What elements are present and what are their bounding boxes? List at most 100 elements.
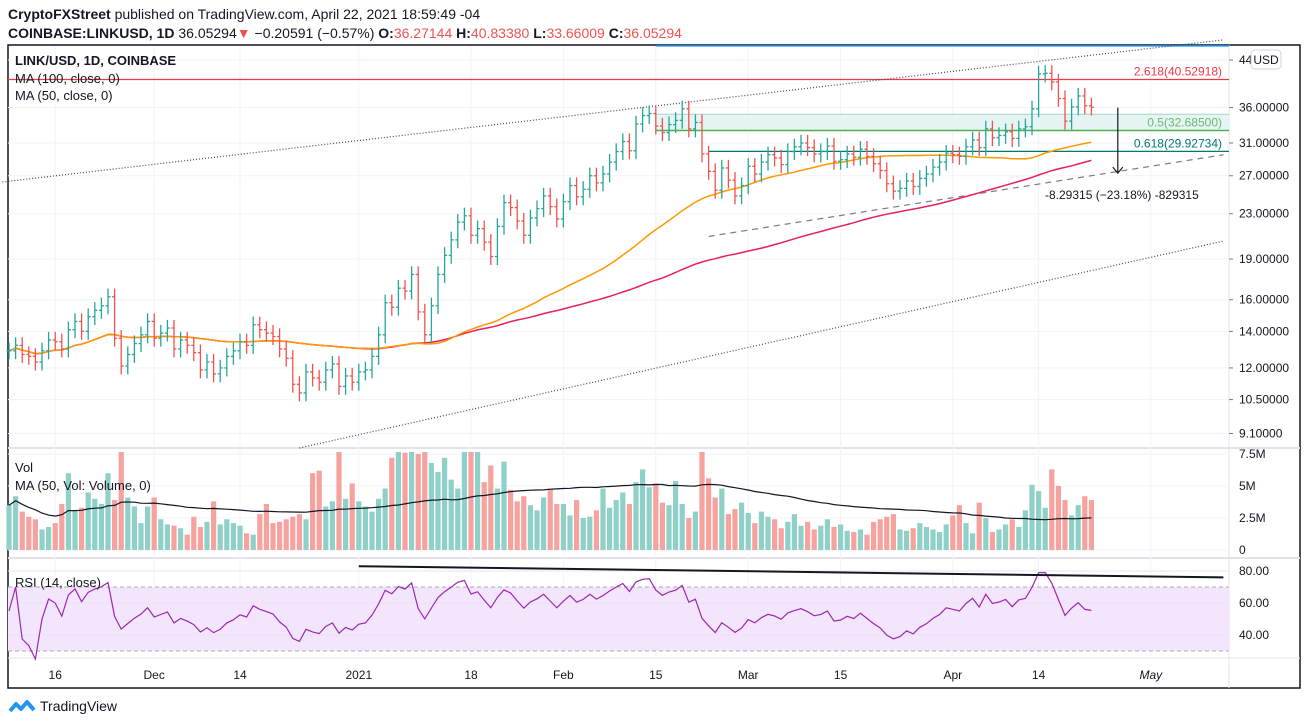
y-tick-label: 44 bbox=[1239, 53, 1253, 67]
fib-2618-label: 2.618(40.52918) bbox=[1134, 64, 1222, 78]
ohlc-bar bbox=[785, 143, 791, 174]
ohlc-bar bbox=[613, 143, 619, 171]
ohlc-bar bbox=[587, 167, 593, 198]
volume-bar bbox=[560, 503, 566, 550]
legend-rsi[interactable]: RSI (14, close) bbox=[15, 575, 101, 590]
ohlc-bar bbox=[79, 313, 85, 340]
down-triangle-icon: ▼ bbox=[236, 25, 251, 41]
ohlc-bar bbox=[151, 313, 157, 347]
volume-bar bbox=[435, 471, 441, 550]
tradingview-logo[interactable]: TradingView bbox=[8, 698, 117, 714]
ohlc-bar bbox=[415, 266, 421, 321]
ohlc-bar bbox=[257, 316, 263, 339]
volume-bar bbox=[1088, 500, 1094, 550]
ohlc-bar bbox=[791, 138, 797, 161]
ohlc-bar bbox=[164, 319, 170, 342]
ohlc-bar bbox=[369, 348, 375, 379]
rsi-band bbox=[8, 587, 1229, 651]
volume-bar bbox=[428, 462, 434, 550]
legend-vol-ma[interactable]: MA (50, Vol: Volume, 0) bbox=[15, 478, 151, 493]
high-value: 40.83380 bbox=[470, 25, 530, 41]
volume-bar bbox=[65, 473, 71, 550]
volume-bar bbox=[534, 510, 540, 550]
volume-bar bbox=[184, 534, 190, 550]
volume-bar bbox=[118, 452, 124, 550]
legend-ma50[interactable]: MA (50, close, 0) bbox=[15, 88, 113, 103]
ohlc-bar bbox=[607, 153, 613, 183]
volume-bar bbox=[1062, 500, 1068, 550]
ohlc-bar bbox=[362, 361, 368, 381]
volume-bar bbox=[1075, 505, 1081, 550]
volume-bar bbox=[376, 498, 382, 550]
arrow-down-icon bbox=[1112, 166, 1124, 175]
volume-bar bbox=[283, 519, 289, 550]
volume-bar bbox=[950, 515, 956, 550]
volume-bar bbox=[732, 509, 738, 550]
y-tick-label: 27.00000 bbox=[1239, 169, 1289, 183]
symbol: COINBASE:LINKUSD, 1D bbox=[8, 25, 175, 41]
volume-bar bbox=[884, 516, 890, 550]
ohlc-bar bbox=[1062, 90, 1068, 130]
ohlc-bar bbox=[554, 198, 560, 228]
x-tick-label: 18 bbox=[464, 668, 478, 682]
ohlc-bar bbox=[283, 340, 289, 367]
volume-bar bbox=[838, 524, 844, 550]
ohlc-bar bbox=[395, 280, 401, 316]
volume-bar bbox=[930, 529, 936, 550]
ohlc-bar bbox=[673, 112, 679, 134]
chart-frame bbox=[7, 44, 1301, 689]
ohlc-bar bbox=[197, 344, 203, 379]
volume-bar bbox=[1036, 491, 1042, 550]
volume-bar bbox=[725, 514, 731, 550]
volume-bar bbox=[46, 526, 52, 550]
ohlc-bar bbox=[1082, 87, 1088, 115]
volume-bar bbox=[362, 506, 368, 550]
low-value: 33.66009 bbox=[546, 25, 605, 41]
volume-bar bbox=[79, 507, 85, 550]
volume-bar bbox=[857, 529, 863, 550]
volume-bar bbox=[508, 489, 514, 550]
volume-bar bbox=[6, 505, 12, 550]
legend-ma100[interactable]: MA (100, close, 0) bbox=[15, 71, 120, 86]
ohlc-bar bbox=[442, 247, 448, 283]
published-text: published on TradingView.com, April 22, … bbox=[114, 6, 481, 22]
volume-bar bbox=[112, 500, 118, 550]
ohlc-bar bbox=[963, 138, 969, 165]
volume-bar bbox=[178, 528, 184, 550]
ohlc-bar bbox=[263, 321, 269, 342]
volume-bar bbox=[92, 498, 98, 550]
volume-bar bbox=[864, 534, 870, 550]
low-label: L: bbox=[533, 25, 547, 41]
volume-bar bbox=[791, 514, 797, 550]
ohlc-bar bbox=[59, 333, 65, 358]
close-label: C: bbox=[608, 25, 624, 41]
last-price: 36.05294 bbox=[178, 25, 237, 41]
legend-vol[interactable]: Vol bbox=[15, 460, 34, 475]
ohlc-bar bbox=[323, 361, 329, 391]
volume-bar bbox=[897, 529, 903, 550]
ohlc-bar bbox=[600, 165, 606, 192]
volume-bar bbox=[171, 525, 177, 550]
ohlc-bar bbox=[501, 194, 507, 235]
volume-bar bbox=[158, 519, 164, 550]
ohlc-bar bbox=[851, 145, 857, 166]
volume-bar bbox=[39, 529, 45, 550]
volume-bar bbox=[217, 524, 223, 550]
ohlc-bar bbox=[290, 350, 296, 393]
ohlc-bar bbox=[184, 331, 190, 354]
symbol-line: COINBASE:LINKUSD, 1D 36.05294▼ −0.20591 … bbox=[8, 25, 682, 41]
volume-bar bbox=[818, 525, 824, 550]
volume-bar bbox=[481, 482, 487, 550]
volume-bar bbox=[692, 511, 698, 550]
volume-bar bbox=[890, 514, 896, 550]
ohlc-bar bbox=[349, 367, 355, 391]
volume-bar bbox=[1055, 486, 1061, 550]
volume-bar bbox=[989, 532, 995, 550]
tradingview-cloud-icon bbox=[8, 700, 36, 713]
y-tick-label: 23.00000 bbox=[1239, 207, 1289, 221]
ohlc-bar bbox=[818, 143, 824, 163]
ohlc-bar bbox=[574, 177, 580, 206]
ohlc-bar bbox=[1042, 65, 1048, 83]
ohlc-bar bbox=[356, 363, 362, 391]
